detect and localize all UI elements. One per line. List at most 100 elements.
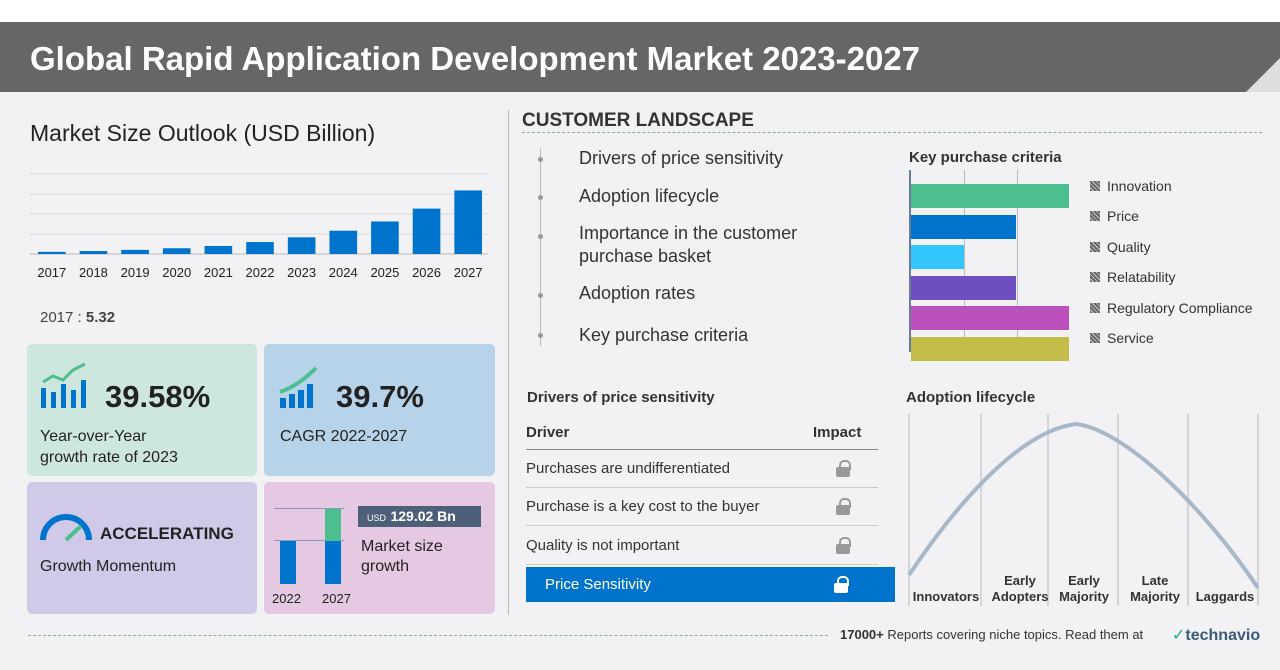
technavio-logo[interactable]: ✓technavio — [1172, 627, 1261, 644]
adoption-curve — [907, 414, 1260, 606]
landscape-line — [540, 148, 541, 346]
kpc-bar — [911, 214, 1017, 239]
kpc-legend-item: Regulatory Compliance — [1090, 300, 1253, 316]
bar-2021 — [204, 245, 233, 254]
landscape-item: Key purchase criteria — [579, 325, 749, 345]
x-tick-label: 2025 — [370, 265, 399, 280]
kpc-label: Relatability — [1107, 269, 1176, 286]
landscape-item: Drivers of price sensitivity — [579, 148, 784, 168]
price-sensitivity-row: Price Sensitivity — [526, 567, 895, 602]
kpc-chart — [909, 170, 1069, 361]
kpc-gridline — [964, 170, 965, 352]
x-tick-label: 2024 — [329, 265, 358, 280]
cagr-card: 39.7% CAGR 2022-2027 — [264, 344, 495, 476]
kpc-legend-item: Innovation — [1090, 178, 1172, 194]
x-tick-label: 2021 — [204, 265, 233, 280]
landscape-item: Adoption rates — [579, 283, 696, 303]
hatch-icon — [1090, 241, 1100, 252]
x-tick-label: 2026 — [412, 265, 441, 280]
growth-gridline-top — [274, 508, 344, 509]
growth-year-2022: 2022 — [272, 591, 301, 606]
lock-icon — [836, 460, 851, 477]
kpc-label: Price — [1107, 208, 1139, 225]
table-row: Purchases are undifferentiated — [526, 450, 878, 488]
growth-label: Market size — [361, 538, 443, 555]
yoy-sublabel: growth rate of 2023 — [40, 449, 178, 466]
currency: USD — [367, 513, 387, 523]
growth-year-2027: 2027 — [322, 591, 351, 606]
landscape-item: Adoption lifecycle — [579, 186, 720, 206]
hatch-icon — [1090, 181, 1100, 191]
growth-value: 129.02 Bn — [390, 508, 456, 524]
hatch-icon — [1090, 302, 1100, 313]
bar-2027-base — [325, 541, 341, 584]
page-fold — [1246, 58, 1280, 92]
column-divider — [508, 110, 509, 615]
kpc-label: Innovation — [1107, 178, 1172, 194]
bar-2026 — [412, 208, 441, 254]
hatch-icon — [1090, 272, 1100, 283]
x-tick-label: 2022 — [246, 265, 275, 280]
kpc-bar — [911, 184, 1069, 208]
bar-2018 — [79, 251, 108, 254]
stage-early-majority: Early Majority — [1059, 573, 1109, 604]
table-row: Quality is not important — [526, 527, 878, 565]
x-tick-label: 2023 — [287, 265, 316, 280]
bar-2019 — [121, 249, 149, 254]
yoy-card: 39.58% Year-over-Year growth rate of 202… — [27, 344, 257, 476]
x-tick-label: 2020 — [162, 265, 191, 280]
brand-name: technavio — [1185, 627, 1261, 644]
customer-landscape-title: CUSTOMER LANDSCAPE — [522, 110, 754, 131]
kpc-bar — [911, 275, 1017, 300]
landscape-item-cont: purchase basket — [579, 246, 712, 266]
market-size-chart: 2017 2018 2019 2020 2021 2022 2023 2024 2025 2026… — [30, 173, 488, 280]
bar-2022 — [280, 541, 296, 584]
lock-icon — [836, 537, 851, 554]
table-row: Purchase is a key cost to the buyer — [526, 488, 878, 526]
footer-divider — [28, 635, 828, 636]
kpc-bar — [911, 306, 1069, 330]
kpc-legend-item: Quality — [1090, 239, 1151, 255]
lock-icon — [834, 576, 849, 593]
col-impact: Impact — [813, 424, 862, 441]
highlight-year: 2017 — [40, 309, 74, 326]
kpc-bar — [911, 245, 964, 269]
x-tick-label: 2017 — [37, 265, 66, 280]
bar-2017 — [38, 251, 66, 254]
hatch-icon — [1090, 333, 1100, 343]
bar-2022 — [246, 242, 274, 254]
speedometer-icon — [40, 514, 92, 542]
driver-text: Purchase is a key cost to the buyer — [526, 498, 760, 515]
hatch-icon — [1090, 211, 1100, 222]
report-count: 17000+ — [840, 627, 884, 642]
top-strip — [0, 0, 1280, 22]
bell-curve — [907, 421, 1260, 590]
bullet — [538, 195, 543, 200]
kpc-gridline — [1017, 170, 1018, 352]
growth-sublabel: growth — [361, 558, 410, 575]
growth-gridline-mid — [274, 540, 344, 541]
highlight-text: Price Sensitivity — [545, 576, 651, 593]
x-tick-label: 2027 — [454, 265, 483, 280]
bar-2020 — [162, 248, 191, 254]
bar-2025 — [371, 221, 399, 254]
stage-innovators: Innovators — [912, 589, 980, 604]
x-tick-label: 2019 — [121, 265, 150, 280]
title-divider — [522, 132, 1262, 133]
drivers-title: Drivers of price sensitivity — [527, 389, 715, 406]
bullet — [538, 333, 543, 338]
yoy-value: 39.58% — [105, 379, 211, 414]
header-banner: Global Rapid Application Development Mar… — [0, 22, 1280, 92]
bar-2027 — [454, 190, 482, 254]
cagr-value: 39.7% — [336, 379, 424, 414]
momentum-card: ACCELERATING Growth Momentum — [27, 482, 257, 614]
bullet — [538, 157, 543, 162]
bar-2023 — [287, 237, 316, 254]
stage-laggards: Laggards — [1195, 589, 1255, 604]
highlight-value: 5.32 — [85, 309, 116, 326]
growth-chart-icon — [41, 362, 86, 408]
col-driver: Driver — [526, 424, 570, 441]
kpc-legend-item: Relatability — [1090, 269, 1175, 285]
bullet — [538, 293, 543, 298]
growth-value-badge: USD 129.02 Bn — [358, 506, 481, 527]
